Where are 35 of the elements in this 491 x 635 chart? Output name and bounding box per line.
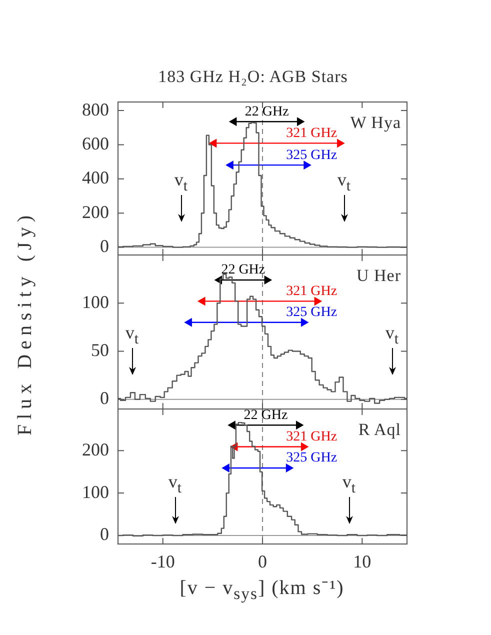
series-label: 321 GHz [286, 284, 338, 299]
annotation: W Hya [350, 113, 401, 133]
y-tick-label: 100 [82, 292, 109, 312]
y-tick-label: 600 [82, 133, 109, 154]
chart-title: 183 GHz H₂O: AGB Stars [158, 66, 348, 88]
annotation: v$_{t}$ [174, 170, 188, 196]
y-tick-label: 0 [100, 388, 109, 408]
x-axis-title: [v − v$_{sys}$] (km s⁻¹) [180, 576, 344, 605]
series-label: 325 GHz [286, 148, 338, 163]
series-label: 22 GHz [244, 408, 288, 423]
annotation: v$_{t}$ [342, 472, 356, 498]
series-label: 22 GHz [244, 104, 289, 120]
y-tick-label: 400 [82, 168, 109, 188]
annotation: v$_{t}$ [168, 472, 182, 498]
annotation: U Her [356, 266, 401, 286]
y-axis-title: Flux Density (Jy) [14, 210, 36, 436]
series-label: 321 GHz [286, 429, 338, 444]
y-tick-label: 200 [82, 202, 109, 222]
x-tick-label: 10 [353, 552, 372, 572]
series-label: 325 GHz [286, 305, 338, 320]
y-tick-label: 0 [100, 236, 109, 256]
annotation: v$_{t}$ [337, 170, 351, 196]
y-tick-label: 100 [82, 482, 109, 502]
series-label: 22 GHz [221, 262, 266, 278]
y-tick-label: 800 [82, 99, 109, 120]
series-label: 325 GHz [286, 450, 338, 466]
annotation: R Aql [358, 420, 401, 440]
series-label: 321 GHz [286, 126, 338, 141]
y-tick-label: 50 [91, 340, 109, 360]
annotation: v$_{t}$ [385, 322, 399, 350]
x-tick-label: -10 [150, 552, 175, 572]
x-tick-label: 0 [258, 552, 267, 572]
annotation: v$_{t}$ [125, 322, 139, 350]
y-tick-label: 200 [82, 439, 109, 460]
y-tick-label: 0 [100, 524, 109, 544]
